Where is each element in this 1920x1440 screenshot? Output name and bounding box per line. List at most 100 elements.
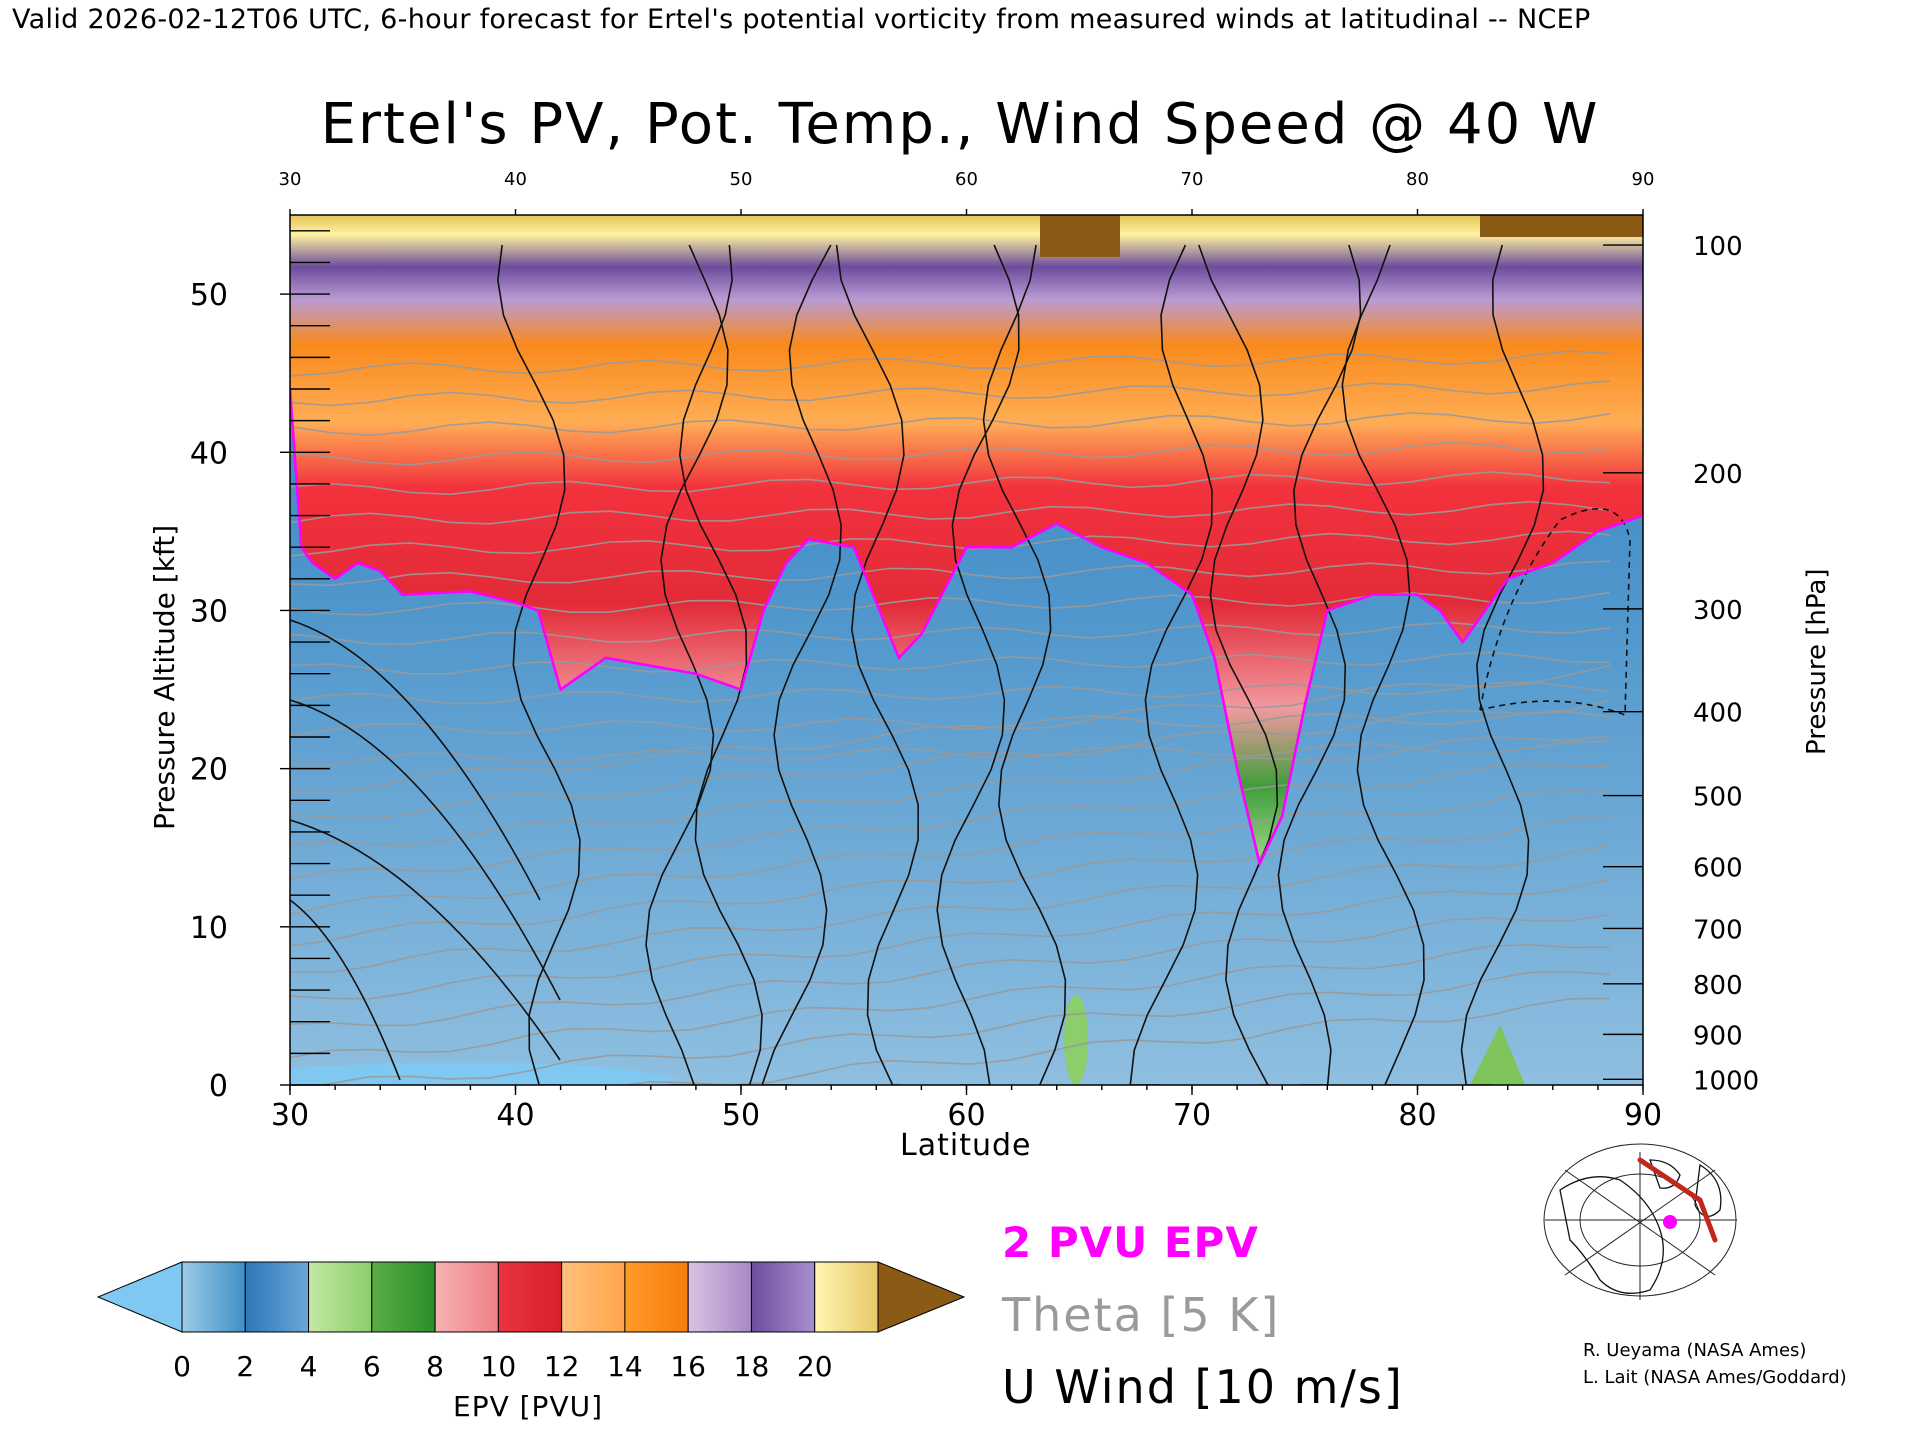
wind-contour: [1460, 244, 1545, 1085]
x-top-tick-label: 80: [1406, 169, 1429, 190]
theta-contour: [290, 816, 1611, 947]
colorbar: 0 2 4 6 8 10 12 14 16 18 20: [96, 1261, 966, 1383]
x-tick-label: 90: [1624, 1098, 1662, 1133]
low-epv-patch: [290, 1062, 700, 1085]
credits: R. Ueyama (NASA Ames) L. Lait (NASA Ames…: [1583, 1340, 1847, 1388]
colorbar-bin: [434, 1261, 499, 1333]
y-right-tick-label: 500: [1693, 783, 1743, 813]
x-top-tick-label: 40: [504, 169, 527, 190]
wind-contour: [497, 244, 581, 1085]
y-left-tick-label: 30: [190, 594, 228, 629]
wind-contour: [1341, 244, 1425, 1085]
wind-contour: [936, 244, 1020, 1085]
theta-contour: [290, 944, 1611, 1060]
wind-contour: [645, 244, 729, 1085]
colorbar-tick-label: 4: [300, 1350, 318, 1383]
theta-contour: [290, 621, 1611, 646]
colorbar-tick-label: 10: [481, 1350, 517, 1383]
theta-contour: [290, 913, 1611, 1030]
location-marker: [1663, 1215, 1677, 1229]
theta-contour: [290, 530, 1611, 557]
colorbar-tick-label: 20: [797, 1350, 833, 1383]
colorbar-label: EPV [PVU]: [453, 1390, 604, 1423]
colorbar-bin: [308, 1261, 373, 1333]
surface-pv-blob: [1470, 1025, 1525, 1085]
colorbar-bin: [371, 1261, 436, 1333]
y-axis-left-label: Pressure Altitude [kft]: [148, 524, 181, 830]
x-top-tick-label: 30: [279, 169, 302, 190]
theta-contour: [290, 441, 1611, 466]
y-right-tick-label: 100: [1693, 232, 1743, 262]
theta-contour: [290, 651, 1611, 675]
x-tick-label: 50: [722, 1098, 760, 1133]
wind-contour: [290, 899, 401, 1081]
y-right-tick-label: 800: [1693, 971, 1743, 1001]
x-tick-label: 60: [947, 1098, 985, 1133]
wind-contour: [835, 244, 919, 1085]
x-tick-label: 30: [271, 1098, 309, 1133]
colorbar-over-arrow: [877, 1261, 966, 1333]
wind-contour: [290, 819, 561, 1061]
theta-contour: [290, 380, 1611, 407]
colorbar-bin: [244, 1261, 310, 1333]
colorbar-under-arrow: [96, 1261, 183, 1333]
theta-contour: [290, 711, 1611, 737]
y-right-tick-label: 1000: [1693, 1066, 1759, 1096]
x-top-tick-label: 70: [1181, 169, 1204, 190]
theta-contour: [290, 560, 1611, 587]
y-right-tick-label: 700: [1693, 915, 1743, 945]
colorbar-bin: [497, 1261, 563, 1333]
wind-contour: [1129, 244, 1213, 1085]
x-top-tick-label: 50: [730, 169, 753, 190]
section-line: [1637, 1157, 1718, 1243]
legend-theta: Theta [5 K]: [1002, 1288, 1281, 1342]
x-tick-label: 40: [496, 1098, 534, 1133]
colorbar-tick-label: 18: [734, 1350, 770, 1383]
theta-contour: [290, 350, 1611, 377]
wind-contour: [290, 699, 561, 1001]
x-tick-label: 70: [1173, 1098, 1211, 1133]
legend-2pvu: 2 PVU EPV: [1002, 1218, 1259, 1267]
x-top-tick-label: 90: [1632, 169, 1655, 190]
colorbar-tick-label: 8: [426, 1350, 444, 1383]
colorbar-bin: [687, 1261, 752, 1333]
theta-contour: [290, 735, 1611, 850]
y-left-tick-label: 0: [209, 1069, 228, 1104]
theta-contour: [320, 970, 1611, 1085]
colorbar-bin: [814, 1261, 879, 1333]
surface-pv-blob: [1064, 995, 1088, 1085]
wind-contour: [982, 244, 1067, 1085]
y-left-tick-label: 20: [190, 753, 228, 788]
colorbar-bin: [561, 1261, 626, 1333]
theta-contour: [290, 844, 1611, 974]
theta-contour: [290, 471, 1611, 496]
high-epv-patch: [1480, 215, 1643, 237]
colorbar-tick-label: 2: [236, 1350, 254, 1383]
credit-line: L. Lait (NASA Ames/Goddard): [1583, 1367, 1847, 1388]
y-right-tick-label: 400: [1693, 699, 1743, 729]
colorbar-tick-label: 0: [173, 1350, 191, 1383]
y-axis-right-label: Pressure [hPa]: [1802, 568, 1832, 756]
theta-contour: [290, 789, 1611, 916]
wind-contour: [761, 244, 842, 1085]
credit-line: R. Ueyama (NASA Ames): [1583, 1340, 1807, 1361]
colorbar-tick-label: 14: [607, 1350, 643, 1383]
x-tick-label: 80: [1398, 1098, 1436, 1133]
y-right-tick-label: 300: [1693, 596, 1743, 626]
wind-contour: [1198, 244, 1279, 1085]
y-right-tick-label: 200: [1693, 460, 1743, 490]
colorbar-tick-label: 16: [670, 1350, 706, 1383]
theta-contour: [619, 997, 1611, 1085]
colorbar-bin: [181, 1261, 246, 1333]
theta-contour: [290, 412, 1611, 437]
y-right-tick-label: 600: [1693, 854, 1743, 884]
colorbar-tick-label: 12: [544, 1350, 580, 1383]
wind-contour: [290, 619, 541, 901]
theta-contour: [290, 500, 1611, 525]
high-epv-patch: [1040, 215, 1120, 257]
2pvu-tropopause-line: [290, 388, 1643, 868]
y-left-tick-label: 50: [190, 278, 228, 313]
y-left-tick-label: 10: [190, 911, 228, 946]
y-left-tick-label: 40: [190, 436, 228, 471]
theta-contour: [290, 878, 1611, 1000]
